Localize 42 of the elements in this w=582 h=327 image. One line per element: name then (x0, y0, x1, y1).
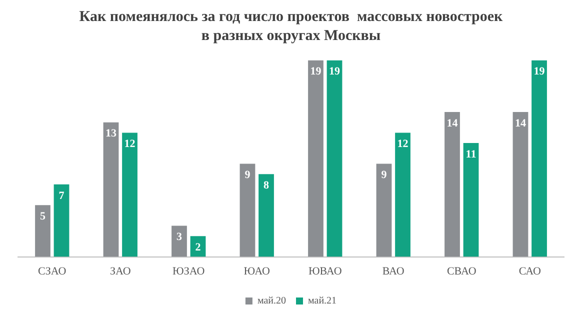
data-label: 8 (264, 179, 270, 192)
bar (376, 164, 392, 257)
bar (103, 122, 119, 257)
chart-title: Как помеянялось за год число проектов массовых новостроек в разных округах Москвы (78, 8, 504, 46)
data-label: 14 (446, 117, 458, 130)
data-label: 13 (105, 128, 117, 140)
bar (326, 60, 342, 257)
bar (172, 226, 187, 257)
bar (512, 112, 528, 257)
bar (308, 60, 324, 257)
x-tick-label: ЮЗАО (172, 265, 205, 278)
bar (35, 205, 50, 257)
x-tick-label: ЮАО (244, 265, 270, 278)
bar (395, 132, 410, 257)
x-tick-label: СВАО (446, 265, 476, 278)
data-label: 19 (310, 66, 322, 78)
data-label: 9 (244, 169, 251, 182)
data-label: 12 (124, 138, 136, 150)
data-label: 2 (195, 241, 202, 254)
bar (122, 132, 138, 257)
data-label: 19 (329, 66, 341, 78)
data-label: 12 (397, 138, 409, 150)
x-tick-label: ЮВАО (308, 265, 342, 278)
data-label: 14 (514, 117, 526, 130)
data-label: 11 (466, 148, 476, 160)
legend-label: май.21 (308, 296, 337, 307)
bar (54, 184, 70, 257)
bar (532, 60, 547, 257)
data-label: 3 (176, 231, 182, 244)
x-tick-label: СЗАО (38, 265, 66, 278)
bar (240, 164, 256, 257)
x-tick-label: ЗАО (110, 265, 131, 278)
data-label: 5 (40, 210, 46, 222)
data-label: 9 (381, 169, 388, 182)
x-tick-label: САО (518, 265, 541, 278)
data-label: 19 (534, 66, 546, 78)
bar (258, 174, 274, 257)
x-tick-label: ВАО (382, 265, 404, 278)
data-label: 7 (58, 190, 65, 202)
bar (463, 143, 479, 257)
bar (444, 112, 460, 257)
legend-label: май.20 (257, 296, 286, 307)
